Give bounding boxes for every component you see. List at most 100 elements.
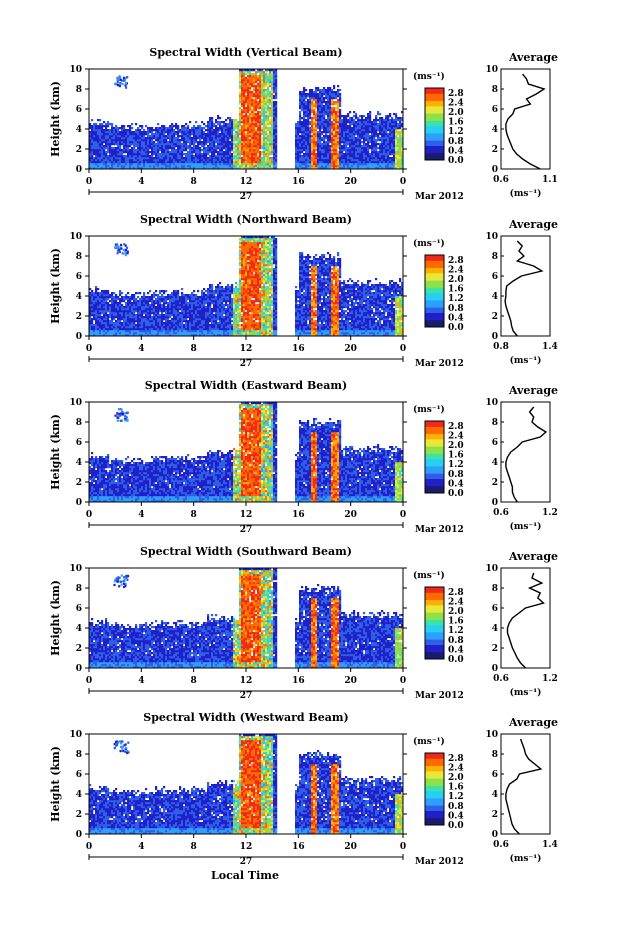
heatmap-cell — [367, 123, 370, 126]
heatmap-cell — [157, 127, 160, 130]
heatmap-cell — [299, 125, 302, 128]
heatmap-cell — [171, 153, 174, 156]
heatmap-cell — [193, 157, 196, 160]
heatmap-cell — [91, 320, 94, 323]
heatmap-cell — [143, 135, 146, 138]
heatmap-cell — [249, 125, 252, 128]
heatmap-cell — [111, 157, 114, 160]
heatmap-cell — [115, 163, 118, 166]
heatmap-cell — [91, 159, 94, 162]
heatmap-cell — [149, 129, 152, 132]
heatmap-cell — [339, 145, 342, 148]
heatmap-cell — [383, 137, 386, 140]
heatmap-cell — [325, 141, 328, 144]
heatmap-cell — [267, 85, 270, 88]
heatmap-cell — [273, 157, 276, 160]
heatmap-cell — [227, 127, 230, 130]
heatmap-cell — [233, 151, 236, 154]
heatmap-cell — [115, 308, 118, 311]
panel-title: Spectral Width (Northward Beam) — [140, 213, 352, 226]
heatmap-cell — [119, 78, 122, 81]
heatmap-cell — [247, 81, 250, 84]
heatmap-cell — [311, 161, 314, 164]
heatmap-cell — [307, 117, 310, 120]
heatmap-cell — [323, 97, 326, 100]
heatmap-cell — [239, 159, 242, 162]
heatmap-cell — [225, 157, 228, 160]
heatmap-cell — [299, 141, 302, 144]
heatmap-cell — [215, 125, 218, 128]
heatmap-cell — [125, 161, 128, 164]
heatmap-cell — [333, 157, 336, 160]
heatmap-cell — [321, 149, 324, 152]
heatmap-cell — [259, 145, 262, 148]
heatmap-cell — [395, 165, 398, 168]
heatmap-cell — [89, 157, 92, 160]
heatmap-cell — [311, 139, 314, 142]
heatmap-cell — [151, 294, 154, 297]
heatmap-cell — [329, 127, 332, 130]
colorbar-swatch — [425, 125, 444, 128]
heatmap-cell — [251, 69, 254, 72]
heatmap-cell — [187, 151, 190, 154]
heatmap-cell — [227, 143, 230, 146]
heatmap-cell — [251, 155, 254, 158]
heatmap-cell — [265, 99, 268, 102]
heatmap-cell — [167, 127, 170, 130]
heatmap-cell — [379, 113, 382, 116]
heatmap-cell — [135, 320, 138, 323]
heatmap-cell — [107, 328, 110, 331]
heatmap-cell — [111, 135, 114, 138]
heatmap-cell — [101, 165, 104, 168]
heatmap-cell — [363, 123, 366, 126]
heatmap-cell — [151, 306, 154, 309]
heatmap-cell — [355, 167, 358, 169]
heatmap-cell — [391, 151, 394, 154]
heatmap-cell — [91, 332, 94, 335]
heatmap-cell — [223, 163, 226, 166]
heatmap-cell — [323, 87, 326, 90]
heatmap-cell — [315, 115, 318, 118]
heatmap-cell — [237, 153, 240, 156]
heatmap-cell — [171, 145, 174, 148]
heatmap-cell — [151, 322, 154, 325]
heatmap-cell — [95, 324, 98, 327]
heatmap-cell — [361, 141, 364, 144]
heatmap-cell — [149, 157, 152, 160]
heatmap-cell — [241, 85, 244, 88]
heatmap-cell — [235, 121, 238, 124]
heatmap-cell — [105, 125, 108, 128]
heatmap-cell — [151, 133, 154, 136]
heatmap-cell — [197, 153, 200, 156]
heatmap-cell — [255, 157, 258, 160]
heatmap-cell — [93, 300, 96, 303]
heatmap-cell — [107, 332, 110, 335]
heatmap-cell — [93, 129, 96, 132]
heatmap-cell — [121, 79, 124, 82]
heatmap-cell — [303, 103, 306, 106]
y-tick-label: 6 — [76, 105, 82, 115]
heatmap-cell — [363, 155, 366, 158]
heatmap-cell — [373, 147, 376, 150]
heatmap-cell — [137, 318, 140, 321]
heatmap-cell — [297, 167, 300, 169]
heatmap-cell — [349, 137, 352, 140]
heatmap-cell — [217, 127, 220, 130]
heatmap-cell — [253, 77, 256, 80]
heatmap-cell — [401, 117, 403, 120]
heatmap-cell — [263, 77, 266, 80]
heatmap-cell — [137, 296, 140, 299]
heatmap-cell — [151, 328, 154, 331]
heatmap-cell — [209, 151, 212, 154]
heatmap-cell — [331, 121, 334, 124]
heatmap-cell — [257, 149, 260, 152]
heatmap-cell — [197, 141, 200, 144]
heatmap-cell — [265, 77, 268, 80]
heatmap-cell — [143, 167, 146, 169]
heatmap-cell — [225, 167, 228, 169]
heatmap-cell — [393, 165, 396, 168]
heatmap-cell — [261, 127, 264, 130]
heatmap-cell — [147, 332, 150, 335]
heatmap-cell — [249, 145, 252, 148]
heatmap-cell — [205, 159, 208, 162]
